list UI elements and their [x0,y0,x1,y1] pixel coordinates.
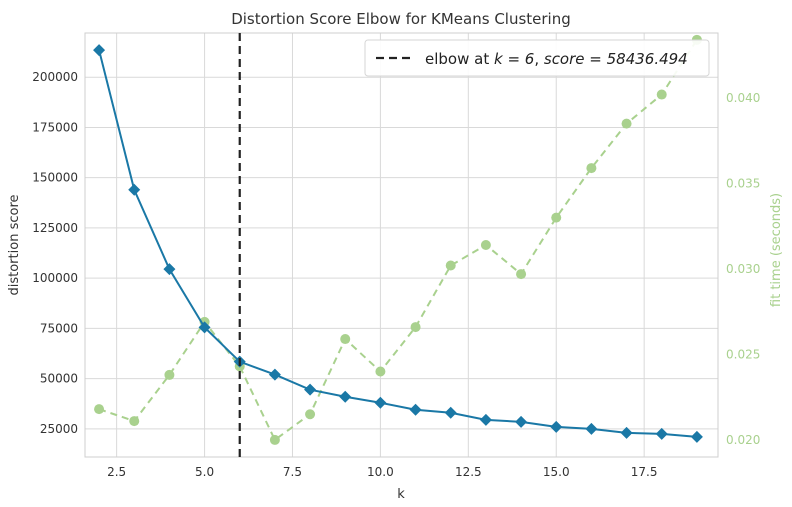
distortion-point [620,426,633,439]
plot-frame [84,32,719,458]
fit-time-point [621,118,632,129]
y-tick-label: 200000 [32,70,78,84]
x-tick-label: 2.5 [107,465,126,479]
legend-elbow-label: elbow at k = 6, score = 58436.494 [425,50,688,68]
distortion-point [515,415,528,428]
y-tick-label: 150000 [32,171,78,185]
distortion-point [93,44,106,57]
fit-time-point [375,366,386,377]
legend-score: score = 58436.494 [544,50,688,68]
legend: elbow at k = 6, score = 58436.494 [364,39,710,77]
distortion-point [374,396,387,409]
distortion-point [690,430,703,443]
fit-time-point [410,322,421,333]
y-tick-label: 100000 [32,271,78,285]
fit-time-point [340,334,351,345]
distortion-point [268,368,281,381]
distortion-point [409,403,422,416]
fit-time-point [445,260,456,271]
y-tick-label: 75000 [40,321,78,335]
distortion-point [444,406,457,419]
distortion-series [93,44,703,443]
distortion-point [655,427,668,440]
distortion-point [585,422,598,435]
fit-time-point [164,369,175,380]
x-tick-label: 15.0 [543,465,570,479]
legend-prefix: elbow at [425,50,494,68]
fit-time-point [551,212,562,223]
x-tick-label: 7.5 [283,465,302,479]
chart-title: Distortion Score Elbow for KMeans Cluste… [231,10,571,28]
distortion-point [163,263,176,276]
fit-time-point [516,269,527,280]
x-tick-label: 12.5 [455,465,482,479]
fit-time-point [94,404,105,415]
x-tick-label: 10.0 [367,465,394,479]
y-tick-label: 50000 [40,372,78,386]
fit-time-point [480,240,491,250]
fit-time-series [94,34,702,445]
y2-tick-label: 0.020 [726,433,760,447]
distortion-point [550,420,563,433]
distortion-point [479,413,492,426]
legend-sep: , [534,50,544,68]
fit-time-point [656,89,667,100]
distortion-line [98,49,697,438]
distortion-point [128,183,141,196]
fit-time-line [98,39,698,442]
y-tick-label: 125000 [32,221,78,235]
y2-tick-label: 0.030 [726,262,760,276]
y2-axis-label: fit time (seconds) [769,193,784,307]
x-tick-labels: 2.5 5.0 7.5 10.0 12.5 15.0 17.5 [107,465,657,479]
y-tick-labels: 25000 50000 75000 100000 125000 150000 175000 2… [32,70,78,436]
x-axis-label: k [397,487,405,502]
y-tick-label: 175000 [32,120,78,134]
distortion-point [198,321,211,334]
y-tick-label: 25000 [40,422,78,436]
x-tick-label: 17.5 [631,465,658,479]
fit-time-point [269,434,280,445]
y2-tick-label: 0.025 [726,347,760,361]
fit-time-point [305,409,316,420]
legend-box [364,39,710,77]
grid [85,33,718,457]
legend-k: k = 6 [494,50,534,68]
fit-time-point [129,416,140,427]
x-tick-label: 5.0 [195,465,214,479]
y-axis-label: distortion score [7,195,22,296]
distortion-point [304,383,317,396]
distortion-point [339,390,352,403]
fit-time-point [586,163,597,174]
y2-tick-label: 0.040 [726,91,760,105]
y2-tick-labels: 0.020 0.025 0.030 0.035 0.040 [726,91,760,447]
y2-tick-label: 0.035 [726,176,760,190]
